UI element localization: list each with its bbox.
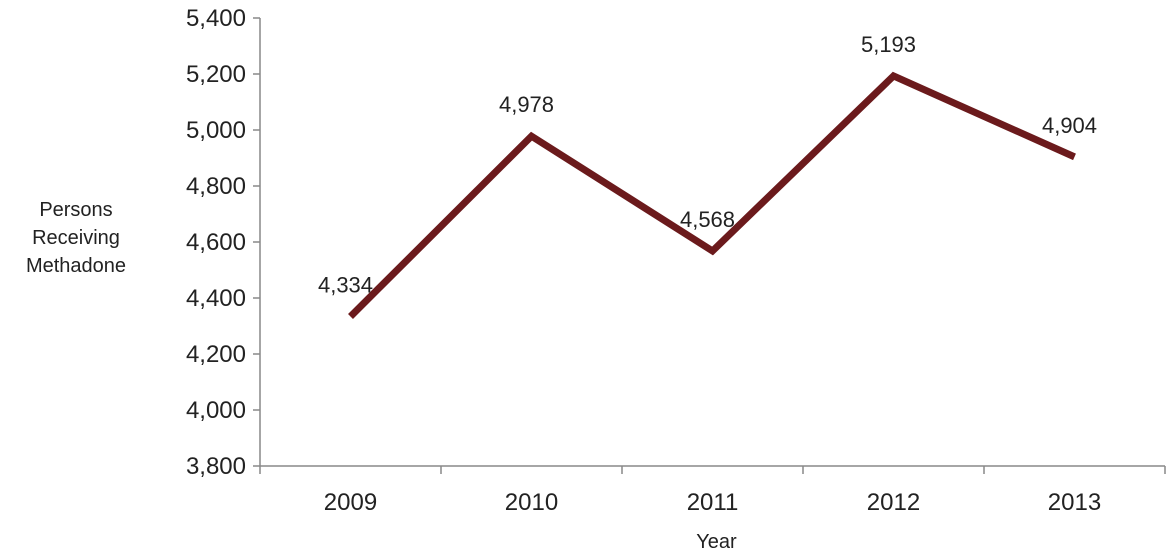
x-tick-label: 2011 (687, 489, 739, 516)
y-tick-label: 4,800 (186, 173, 246, 200)
y-axis-title-line: Methadone (26, 255, 126, 277)
x-tick-label: 2012 (867, 489, 920, 516)
y-tick-label: 4,400 (186, 285, 246, 312)
series-line (348, 71, 1076, 319)
x-axis: 2009 2010 2011 2012 2013 (259, 465, 1166, 516)
x-tick-label: 2010 (505, 489, 558, 516)
y-tick-label: 5,200 (186, 61, 246, 88)
data-label: 4,568 (680, 207, 735, 232)
y-tick-label: 5,400 (186, 5, 246, 32)
y-tick-label: 5,000 (186, 117, 246, 144)
y-tick-label: 4,000 (186, 397, 246, 424)
x-tick-label: 2009 (324, 489, 377, 516)
y-axis: 3,800 4,000 4,200 4,400 4,600 4,800 5,000 5,200… (186, 5, 261, 480)
y-tick-label: 3,800 (186, 453, 246, 480)
y-axis-title: Persons Receiving Methadone (26, 199, 126, 277)
data-label: 4,334 (318, 272, 373, 297)
y-tick-label: 4,600 (186, 229, 246, 256)
data-label: 4,904 (1042, 113, 1097, 138)
data-label: 4,978 (499, 92, 554, 117)
y-tick-label: 4,200 (186, 341, 246, 368)
x-axis-title: Year (696, 531, 737, 553)
y-axis-title-line: Receiving (32, 227, 120, 249)
data-labels: 4,334 4,978 4,568 5,193 4,904 (318, 32, 1097, 298)
y-axis-title-line: Persons (39, 199, 112, 221)
x-tick-label: 2013 (1048, 489, 1101, 516)
data-label: 5,193 (861, 32, 916, 57)
series-group (348, 71, 1076, 319)
